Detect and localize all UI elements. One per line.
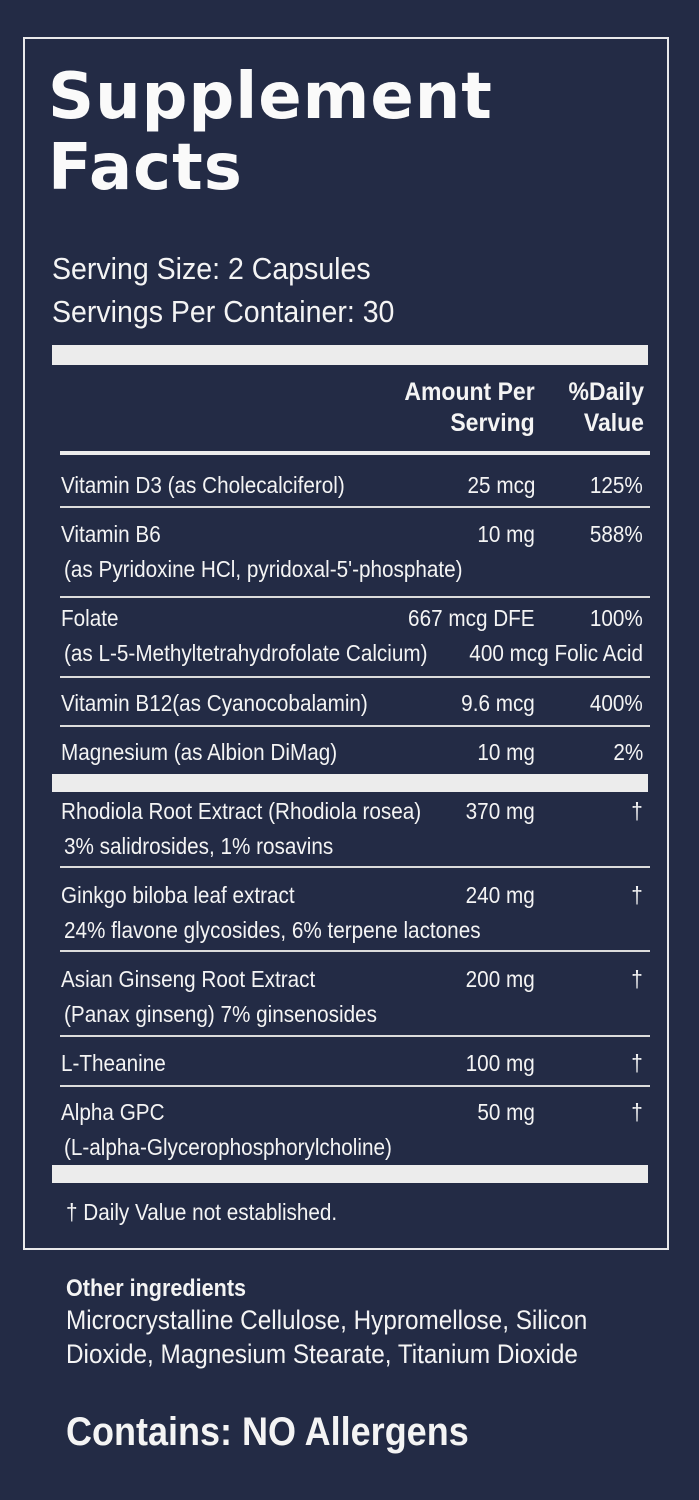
nutrient-amount: 10 mg: [477, 739, 535, 765]
row-divider: [60, 950, 650, 952]
nutrient-name: Vitamin B6: [61, 521, 161, 547]
thick-divider: [52, 1165, 648, 1183]
nutrient-amount: 667 mcg DFE: [408, 605, 535, 631]
nutrient-daily-value: †: [631, 882, 643, 908]
nutrient-name: Asian Ginseng Root Extract: [61, 966, 316, 992]
row-divider: [60, 1035, 650, 1037]
nutrient-daily-value: †: [631, 798, 643, 824]
nutrient-daily-value: †: [631, 966, 643, 992]
nutrient-daily-value: 2%: [613, 739, 643, 765]
nutrient-daily-value: 400%: [590, 690, 643, 716]
other-ingredients-heading: Other ingredients: [66, 1275, 247, 1302]
row-divider: [60, 596, 650, 598]
amount-per-serving-header: Amount Per Serving: [404, 378, 535, 437]
nutrient-amount: 25 mcg: [467, 472, 535, 498]
nutrient-detail: (as L-5-Methyltetrahydrofolate Calcium): [64, 640, 428, 666]
row-divider: [60, 1085, 650, 1087]
row-divider: [60, 506, 650, 508]
nutrient-amount: 200 mg: [465, 966, 535, 992]
nutrient-name: Alpha GPC: [61, 1099, 165, 1125]
title-line-1: Supplement: [48, 60, 493, 134]
nutrient-name: L-Theanine: [61, 1050, 166, 1076]
nutrient-daily-value: †: [631, 1050, 643, 1076]
nutrient-detail: (Panax ginseng) 7% ginsenosides: [64, 1001, 378, 1027]
page-title: Supplement Facts: [48, 62, 493, 204]
nutrient-daily-value: 100%: [590, 605, 643, 631]
nutrient-name: Vitamin D3 (as Cholecalciferol): [61, 472, 345, 498]
daily-value-note: † Daily Value not established.: [66, 1199, 338, 1225]
nutrient-detail: 24% flavone glycosides, 6% terpene lacto…: [64, 917, 481, 943]
thick-divider: [52, 345, 648, 365]
nutrient-name: Folate: [61, 605, 119, 631]
nutrient-detail: (L-alpha-Glycerophosphorylcholine): [64, 1134, 392, 1160]
title-line-2: Facts: [48, 131, 243, 205]
nutrient-amount: 9.6 mcg: [461, 690, 535, 716]
row-divider: [60, 866, 650, 868]
nutrient-name: Rhodiola Root Extract (Rhodiola rosea): [61, 798, 422, 824]
nutrient-daily-value: †: [631, 1099, 643, 1125]
daily-value-header: %Daily Value: [568, 378, 644, 437]
nutrient-daily-value: 125%: [590, 472, 643, 498]
serving-size: Serving Size: 2 Capsules: [52, 251, 371, 286]
nutrient-name: Vitamin B12(as Cyanocobalamin): [61, 690, 368, 716]
nutrient-detail: 3% salidrosides, 1% rosavins: [64, 833, 334, 859]
nutrient-amount: 370 mg: [465, 798, 535, 824]
row-divider: [60, 676, 650, 678]
nutrient-daily-value: 588%: [590, 521, 643, 547]
supplement-facts-panel: [23, 37, 669, 1250]
nutrient-detail: (as Pyridoxine HCl, pyridoxal-5'-phospha…: [64, 556, 463, 582]
nutrient-amount: 240 mg: [465, 882, 535, 908]
allergen-statement: Contains: NO Allergens: [66, 1410, 469, 1454]
nutrient-daily-value-detail: 400 mcg Folic Acid: [469, 640, 643, 666]
nutrient-name: Magnesium (as Albion DiMag): [61, 739, 338, 765]
nutrient-amount: 10 mg: [477, 521, 535, 547]
nutrient-amount: 50 mg: [477, 1099, 535, 1125]
servings-per-container: Servings Per Container: 30: [52, 294, 395, 329]
thick-divider: [52, 774, 648, 792]
row-divider: [60, 725, 650, 727]
nutrient-name: Ginkgo biloba leaf extract: [61, 882, 295, 908]
header-divider: [60, 451, 650, 455]
nutrient-amount: 100 mg: [465, 1050, 535, 1076]
other-ingredients-text: Microcrystalline Cellulose, Hypromellose…: [66, 1305, 588, 1369]
